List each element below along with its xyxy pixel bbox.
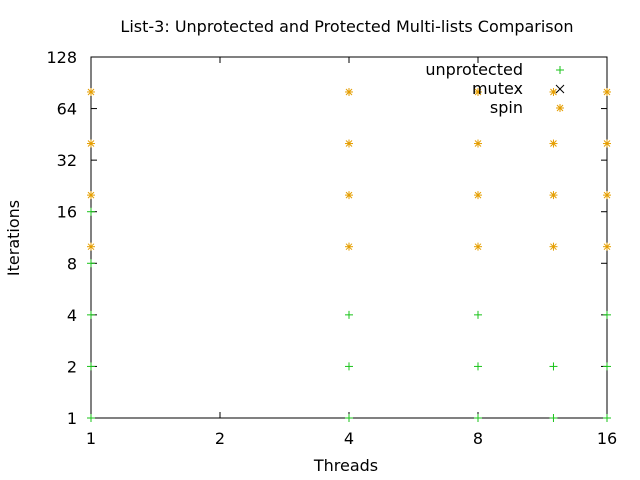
unprotected-point: [603, 414, 611, 422]
spin-point: [603, 87, 611, 96]
unprotected-point: [345, 362, 353, 371]
spin-point: [87, 191, 95, 200]
x-tick-label: 16: [597, 429, 617, 448]
y-tick-label: 2: [67, 357, 77, 376]
spin-point: [345, 87, 353, 96]
unprotected-point: [87, 414, 95, 422]
x-tick-label: 1: [86, 429, 96, 448]
y-tick-label: 4: [67, 306, 77, 325]
legend-label: spin: [490, 98, 523, 117]
y-tick-label: 1: [67, 409, 77, 428]
spin-point: [603, 191, 611, 200]
spin-point: [603, 242, 611, 251]
unprotected-point: [87, 259, 95, 268]
unprotected-point: [603, 362, 611, 371]
spin-point: [549, 242, 558, 251]
spin-point: [474, 191, 482, 200]
unprotected-point: [87, 207, 95, 216]
legend-marker-spin: [556, 104, 564, 112]
y-tick-label: 8: [67, 254, 77, 273]
spin-point: [345, 191, 353, 200]
x-tick-label: 2: [215, 429, 225, 448]
y-tick-label: 16: [57, 203, 77, 222]
unprotected-point: [549, 362, 558, 371]
spin-point: [474, 139, 482, 148]
unprotected-point: [549, 414, 558, 422]
x-tick-label: 8: [473, 429, 483, 448]
unprotected-point: [603, 310, 611, 319]
legend-label: mutex: [472, 79, 523, 98]
data-points: [87, 87, 611, 422]
y-tick-label: 64: [57, 100, 77, 119]
spin-point: [549, 87, 558, 96]
spin-point: [603, 139, 611, 148]
unprotected-point: [345, 414, 353, 422]
unprotected-point: [474, 310, 482, 319]
chart-title: List-3: Unprotected and Protected Multi-…: [120, 17, 573, 36]
spin-point: [345, 242, 353, 251]
spin-point: [345, 139, 353, 148]
x-tick-label: 4: [344, 429, 354, 448]
unprotected-point: [87, 362, 95, 371]
y-axis-label: Iterations: [4, 200, 23, 276]
spin-point: [87, 139, 95, 148]
spin-point: [87, 87, 95, 96]
spin-point: [87, 242, 95, 251]
y-tick-label: 32: [57, 151, 77, 170]
unprotected-point: [474, 414, 482, 422]
x-axis: 1 2 4 8 16: [86, 57, 617, 448]
spin-point: [474, 87, 482, 96]
unprotected-point: [345, 310, 353, 319]
unprotected-point: [87, 310, 95, 319]
y-tick-label: 128: [46, 48, 77, 67]
spin-point: [549, 139, 558, 148]
x-axis-label: Threads: [313, 456, 378, 475]
spin-point: [474, 242, 482, 251]
spin-point: [549, 191, 558, 200]
legend-marker-unprotected: [556, 66, 564, 74]
unprotected-point: [474, 362, 482, 371]
legend-marker-mutex: [555, 84, 565, 94]
legend-label: unprotected: [425, 60, 523, 79]
